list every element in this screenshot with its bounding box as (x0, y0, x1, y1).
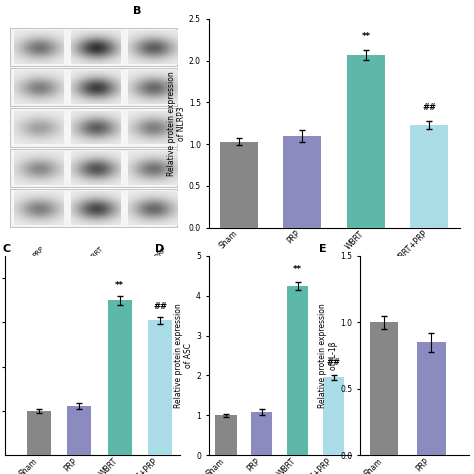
Bar (27, 411, 51, 455)
Text: **: ** (293, 265, 302, 274)
FancyBboxPatch shape (10, 68, 177, 106)
Bar (148, 320, 172, 455)
Text: **: ** (361, 33, 370, 42)
Bar (215, 415, 237, 455)
Bar (67, 406, 91, 455)
FancyBboxPatch shape (10, 27, 177, 66)
FancyBboxPatch shape (10, 189, 177, 227)
Text: WBRT: WBRT (86, 246, 105, 264)
Text: WBRT+PRP: WBRT+PRP (137, 246, 168, 278)
Y-axis label: Relative protein expression
of ASC: Relative protein expression of ASC (174, 303, 193, 408)
Bar (220, 142, 258, 228)
Bar (283, 136, 321, 228)
Text: E: E (319, 244, 327, 254)
Bar (251, 412, 273, 455)
Bar (108, 300, 132, 455)
Text: B: B (133, 7, 142, 17)
Y-axis label: Relative protein expression
of NLRP3: Relative protein expression of NLRP3 (167, 71, 186, 175)
Text: ##: ## (422, 103, 437, 112)
Y-axis label: Relative protein expression
of IL-1β: Relative protein expression of IL-1β (319, 303, 337, 408)
Bar (287, 286, 309, 455)
Text: **: ** (115, 281, 124, 290)
Text: ##: ## (327, 358, 340, 367)
Text: PRP: PRP (32, 246, 45, 259)
Bar (347, 55, 385, 228)
FancyBboxPatch shape (10, 149, 177, 187)
Bar (323, 377, 344, 455)
Text: C: C (3, 244, 11, 254)
Text: D: D (155, 244, 164, 254)
Bar (370, 322, 398, 455)
Bar (410, 125, 448, 228)
Text: ##: ## (153, 302, 167, 311)
FancyBboxPatch shape (10, 109, 177, 146)
Bar (417, 342, 446, 455)
